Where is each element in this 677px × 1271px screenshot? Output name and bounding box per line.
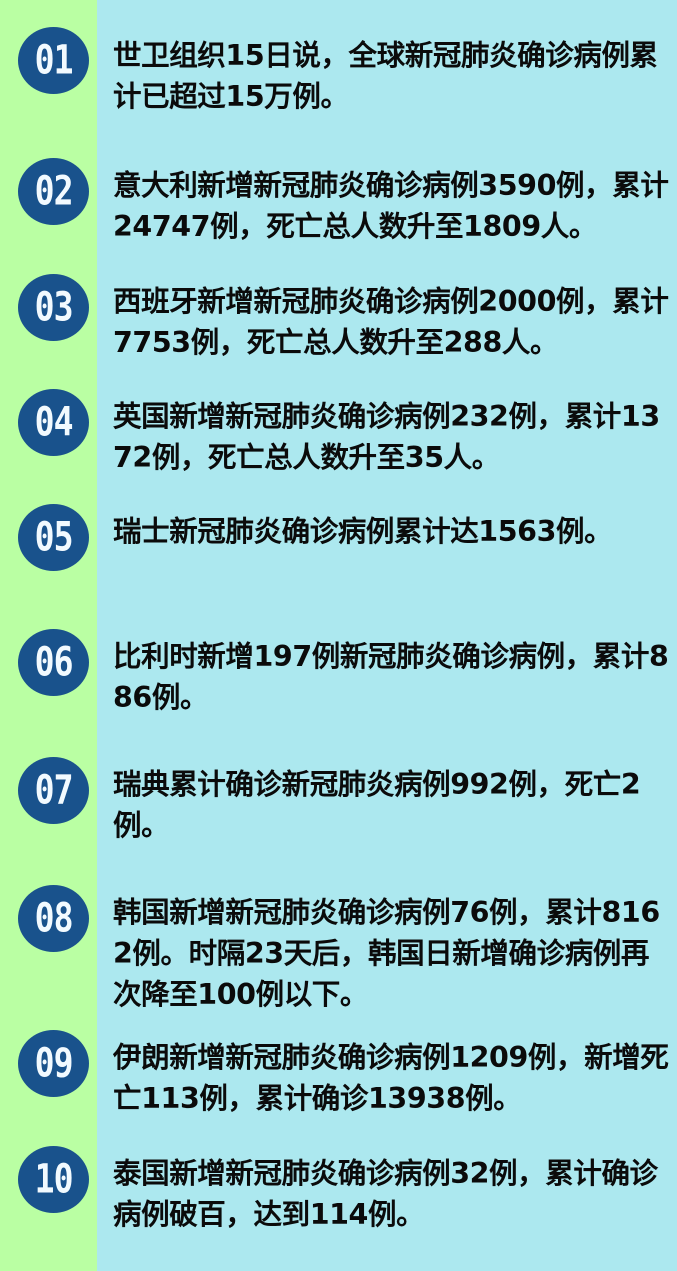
item-body-text: 韩国新增新冠肺炎确诊病例76例，累计8162例。时隔23天后，韩国日新增确诊病例… xyxy=(113,896,660,1011)
item-number-label: 06 xyxy=(34,638,73,685)
item-number-label: 09 xyxy=(34,1039,73,1086)
item-number-badge: 06 xyxy=(18,629,89,696)
item-body-text: 意大利新增新冠肺炎确诊病例3590例，累计24747例，死亡总人数升至1809人… xyxy=(113,169,669,243)
item-body-text: 世卫组织15日说，全球新冠肺炎确诊病例累计已超过15万例。 xyxy=(113,39,658,113)
item-number-label: 08 xyxy=(34,894,73,941)
item-number-badge: 08 xyxy=(18,885,89,952)
item-number-badge: 05 xyxy=(18,504,89,571)
item-number-badge: 03 xyxy=(18,274,89,341)
item-number-label: 03 xyxy=(34,283,73,330)
item-number-badge: 07 xyxy=(18,757,89,824)
item-number-label: 10 xyxy=(34,1155,73,1202)
item-number-label: 07 xyxy=(34,766,73,813)
item-number-badge: 01 xyxy=(18,27,89,94)
item-number-label: 04 xyxy=(34,398,73,445)
item-body-text: 瑞典累计确诊新冠肺炎病例992例，死亡2例。 xyxy=(113,768,641,842)
item-number-label: 02 xyxy=(34,167,73,214)
item-body-text: 泰国新增新冠肺炎确诊病例32例，累计确诊病例破百，达到114例。 xyxy=(113,1157,658,1231)
item-body-text: 西班牙新增新冠肺炎确诊病例2000例，累计7753例，死亡总人数升至288人。 xyxy=(113,285,669,359)
item-body-text: 瑞士新冠肺炎确诊病例累计达1563例。 xyxy=(113,515,613,548)
item-number-label: 01 xyxy=(34,36,73,83)
item-number-badge: 04 xyxy=(18,389,89,456)
item-body-text: 英国新增新冠肺炎确诊病例232例，累计1372例，死亡总人数升至35人。 xyxy=(113,400,660,474)
item-body-text: 伊朗新增新冠肺炎确诊病例1209例，新增死亡113例，累计确诊13938例。 xyxy=(113,1041,669,1115)
item-number-badge: 10 xyxy=(18,1146,89,1213)
item-number-badge: 02 xyxy=(18,158,89,225)
item-number-badge: 09 xyxy=(18,1030,89,1097)
item-number-label: 05 xyxy=(34,513,73,560)
item-body-text: 比利时新增197例新冠肺炎确诊病例，累计886例。 xyxy=(113,640,669,714)
